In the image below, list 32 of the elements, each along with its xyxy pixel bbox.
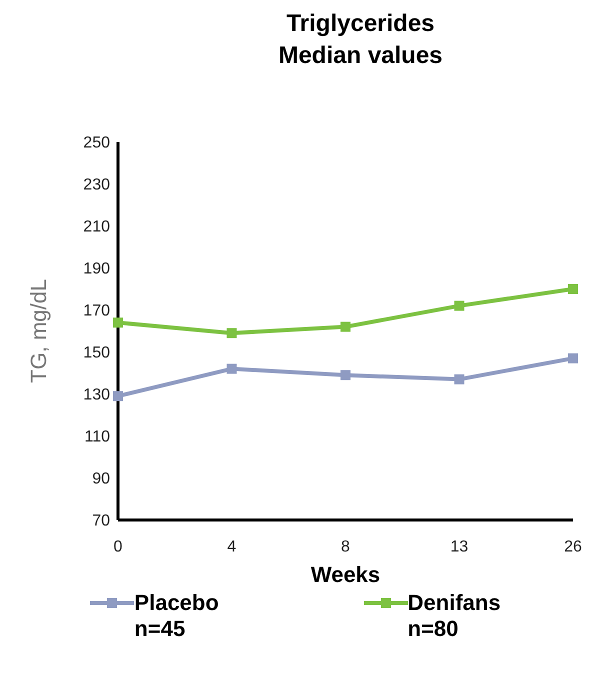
point [226, 364, 237, 374]
point [568, 284, 578, 294]
x-axis-title: Weeks [310, 562, 380, 587]
point [340, 322, 350, 332]
text: n=80 [408, 616, 458, 642]
y-axis-title: TG, mg/dL [26, 279, 51, 383]
x-tick-label: 13 [450, 538, 468, 556]
x-tick-label: 0 [114, 538, 123, 556]
point [340, 370, 350, 380]
y-tick-label: 70 [92, 512, 110, 530]
point [226, 328, 237, 338]
point [454, 374, 464, 384]
chart-title: Triglycerides Median values [277, 9, 444, 71]
point [113, 391, 123, 402]
legend-label: Denifans [408, 590, 501, 616]
point [113, 318, 123, 328]
y-tick-label: 250 [83, 134, 110, 152]
y-tick-label: 210 [83, 218, 110, 236]
y-tick-label: 190 [83, 260, 110, 278]
y-tick-label: 110 [84, 428, 110, 446]
y-tick-label: 230 [83, 176, 110, 194]
x-tick-label: 4 [227, 538, 236, 556]
y-tick-label: 90 [92, 470, 110, 488]
text: n=45 [134, 616, 186, 642]
y-tick-label: 150 [83, 344, 110, 362]
x-tick-label: 8 [341, 538, 350, 556]
y-tick-label: 130 [83, 386, 110, 404]
point [454, 300, 464, 311]
legend-label: Placebo [134, 590, 219, 616]
y-tick-label: 170 [83, 302, 110, 320]
x-tick-label: 26 [564, 538, 582, 556]
point [568, 353, 578, 364]
